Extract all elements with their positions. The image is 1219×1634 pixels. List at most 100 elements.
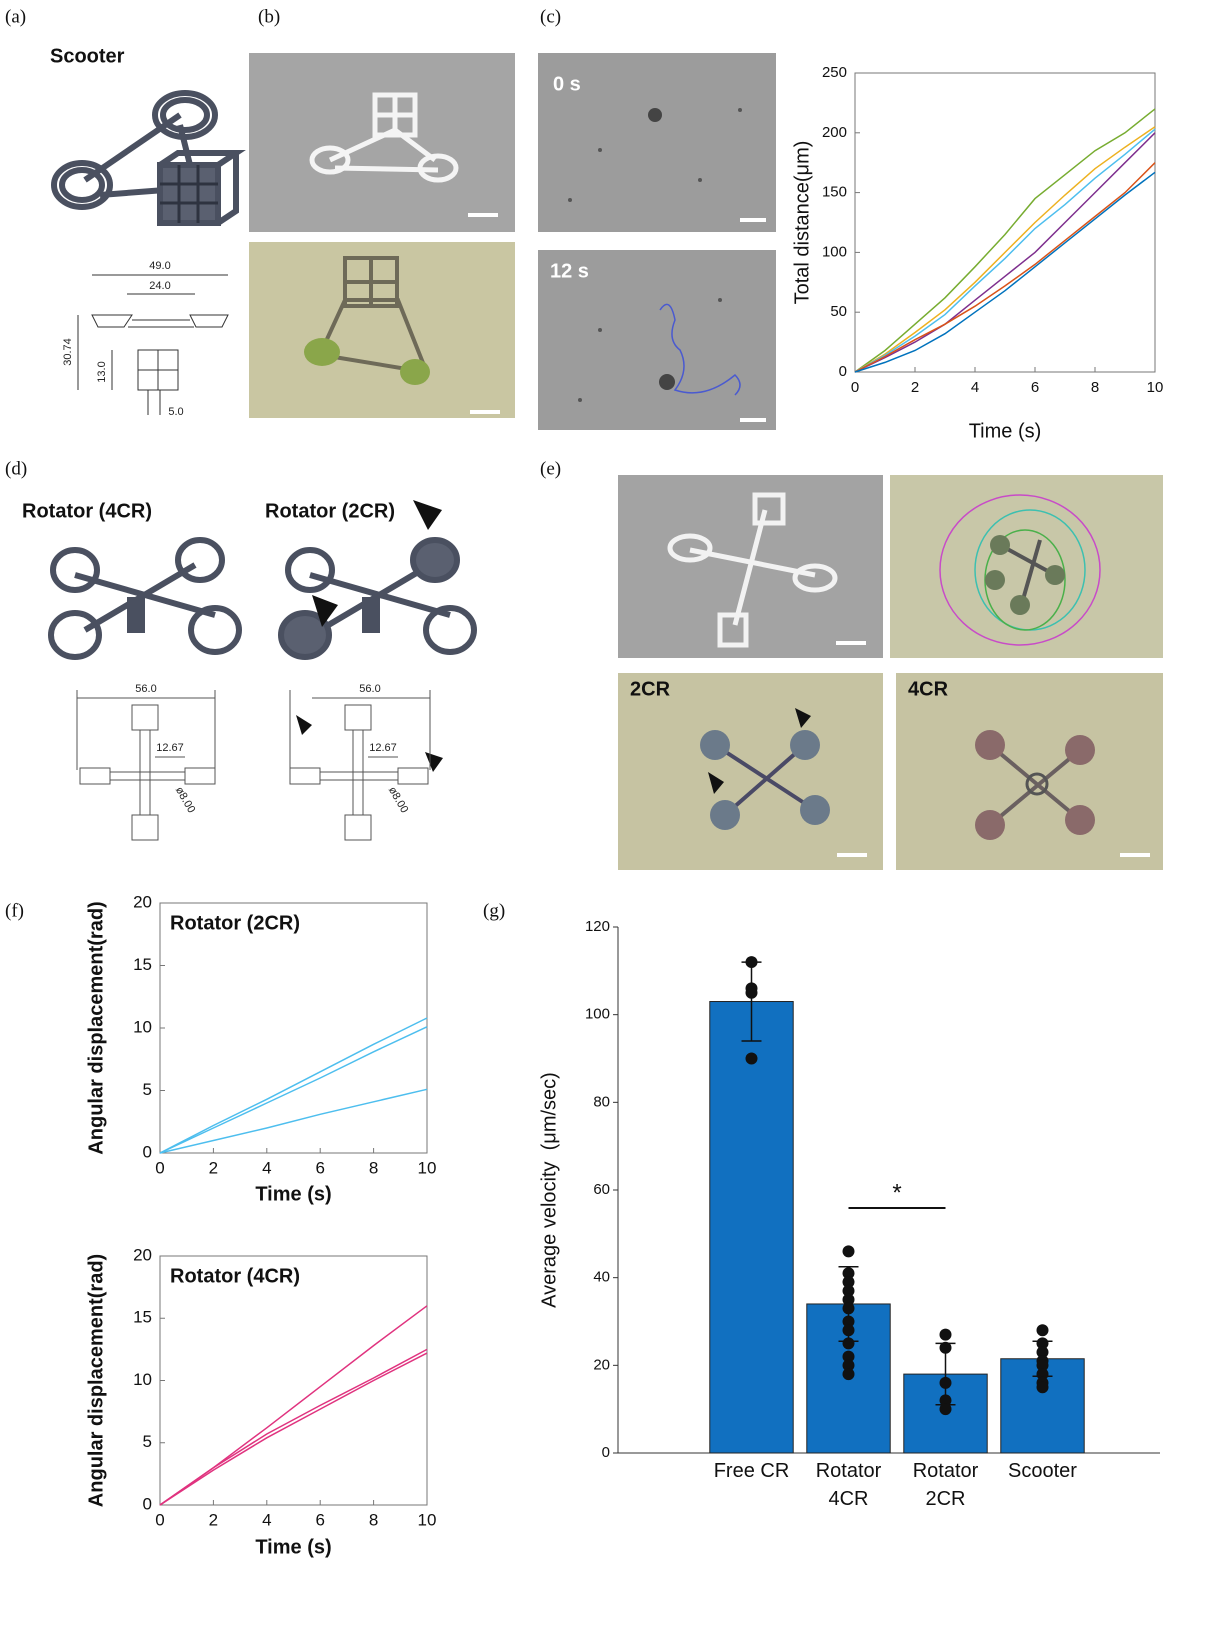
dimension-label: 30.74 xyxy=(62,338,74,366)
data-point xyxy=(745,986,758,999)
data-point xyxy=(745,956,758,969)
dimension-label: 56.0 xyxy=(135,683,156,695)
data-point xyxy=(939,1376,952,1389)
data-point xyxy=(1036,1337,1049,1350)
x-tick-label: Rotator 4CR xyxy=(815,1460,882,1510)
data-point xyxy=(1036,1359,1049,1372)
dimension-label: 5.0 xyxy=(168,406,183,418)
x-tick-label: 10 xyxy=(418,1158,437,1177)
micrograph-optical xyxy=(896,673,1163,870)
y-tick-label: 120 xyxy=(585,918,610,935)
dimension-label: 56.0 xyxy=(359,683,380,695)
data-point xyxy=(842,1324,855,1337)
chart-title: Rotator (4CR) xyxy=(170,1265,300,1287)
data-point xyxy=(1036,1368,1049,1381)
y-tick-label: 20 xyxy=(133,892,152,911)
series-line xyxy=(854,126,1156,373)
y-tick-label: 200 xyxy=(822,124,847,141)
x-tick-label: 0 xyxy=(155,1158,164,1177)
data-point xyxy=(842,1302,855,1315)
dimension-label: 12.67 xyxy=(369,742,397,754)
y-axis-label: Angular displacement(rad) xyxy=(85,1254,107,1507)
panel-label: (e) xyxy=(540,458,561,479)
plot-frame xyxy=(159,1255,428,1506)
micrograph-sem xyxy=(618,475,883,658)
micrograph-trajectory xyxy=(890,475,1163,658)
data-point xyxy=(939,1328,952,1341)
dimension-label: 13.0 xyxy=(96,361,108,382)
data-point xyxy=(1036,1324,1049,1337)
y-tick-label: 10 xyxy=(133,1017,152,1036)
y-tick-label: 20 xyxy=(593,1356,610,1373)
panel-label: (c) xyxy=(540,6,561,27)
y-tick-label: 150 xyxy=(822,184,847,201)
y-tick-label: 15 xyxy=(133,1308,152,1327)
y-axis-label: Average velocity (μm/sec) xyxy=(538,1072,560,1308)
y-axis-label: Angular displacement(rad) xyxy=(85,901,107,1154)
y-tick-label: 100 xyxy=(822,243,847,260)
y-tick-label: 5 xyxy=(143,1432,152,1451)
series-line xyxy=(159,1352,428,1506)
x-tick-label: 8 xyxy=(1091,379,1099,396)
data-point xyxy=(939,1403,952,1416)
data-point xyxy=(1036,1381,1049,1394)
x-tick-label: 8 xyxy=(369,1158,378,1177)
frame-label: 12 s xyxy=(550,260,589,282)
scooter-model xyxy=(51,90,246,226)
y-axis-label: Total distance(μm) xyxy=(791,141,813,305)
y-tick-label: 60 xyxy=(593,1181,610,1198)
panel-label: (d) xyxy=(5,458,27,479)
series-line xyxy=(159,1348,428,1506)
y-tick-label: 10 xyxy=(133,1370,152,1389)
data-point xyxy=(745,1052,758,1065)
panel-title: Scooter xyxy=(50,45,125,67)
panel-label: (a) xyxy=(5,6,26,27)
y-tick-label: 20 xyxy=(133,1245,152,1264)
x-tick-label: 4 xyxy=(262,1158,271,1177)
image-label: 4CR xyxy=(908,678,949,700)
video-frame xyxy=(538,53,776,232)
x-tick-label: Free CR xyxy=(713,1460,790,1482)
dimension-label: 49.0 xyxy=(149,260,170,272)
bar xyxy=(709,1001,794,1454)
series-line xyxy=(854,162,1156,373)
dimension-label: ø8.00 xyxy=(173,785,197,815)
y-tick-label: 0 xyxy=(602,1444,610,1461)
data-point xyxy=(1036,1346,1049,1359)
rotator-dimensions xyxy=(76,690,431,841)
plot-frame xyxy=(854,72,1156,373)
scooter-dimensions xyxy=(77,274,229,415)
series-line xyxy=(159,1305,428,1506)
series-line xyxy=(159,1088,428,1154)
data-point xyxy=(939,1394,952,1407)
x-tick-label: 8 xyxy=(369,1510,378,1529)
data-point xyxy=(842,1293,855,1306)
series-line xyxy=(159,1017,428,1154)
x-tick-label: 2 xyxy=(209,1510,218,1529)
x-tick-label: 4 xyxy=(971,379,979,396)
panel-label: (b) xyxy=(258,6,280,27)
series-line xyxy=(854,171,1156,373)
micrograph-optical xyxy=(618,673,883,870)
x-tick-label: 10 xyxy=(418,1510,437,1529)
x-tick-label: 0 xyxy=(155,1510,164,1529)
y-tick-label: 0 xyxy=(143,1142,152,1161)
x-tick-label: 10 xyxy=(1147,379,1164,396)
dimension-label: 24.0 xyxy=(149,280,170,292)
x-axis-label: Time (s) xyxy=(255,1536,331,1558)
x-tick-label: 6 xyxy=(1031,379,1039,396)
micrograph-optical xyxy=(249,242,515,418)
y-tick-label: 40 xyxy=(593,1269,610,1286)
panel-label: (g) xyxy=(483,900,505,921)
x-tick-label: 2 xyxy=(911,379,919,396)
y-tick-label: 100 xyxy=(585,1006,610,1023)
y-tick-label: 15 xyxy=(133,955,152,974)
data-point xyxy=(939,1341,952,1354)
micrograph-sem xyxy=(249,53,515,232)
series-line xyxy=(854,132,1156,373)
data-point xyxy=(842,1368,855,1381)
data-point xyxy=(842,1245,855,1258)
data-point xyxy=(842,1267,855,1280)
y-tick-label: 5 xyxy=(143,1080,152,1099)
